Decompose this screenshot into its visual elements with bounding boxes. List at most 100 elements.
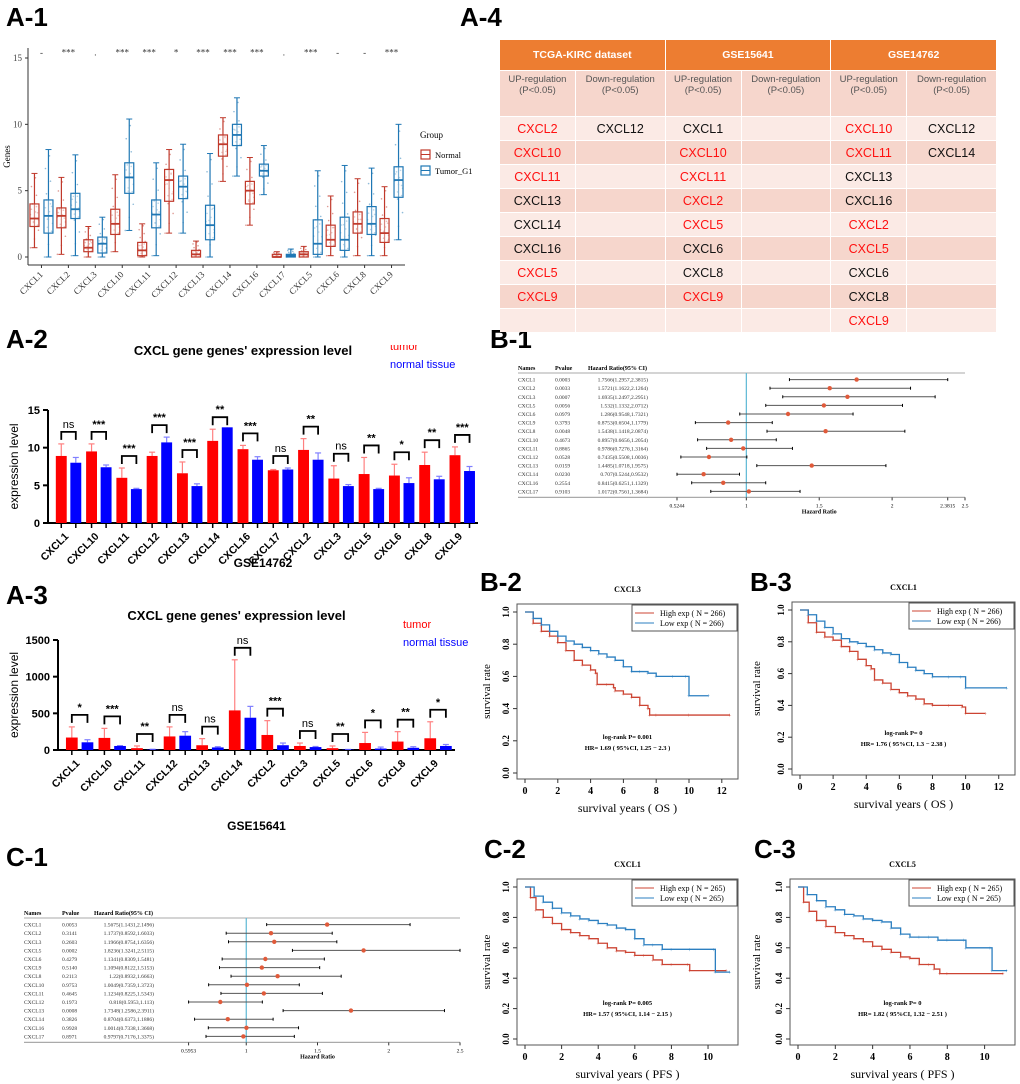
y-tick-label: 0.0 <box>774 1033 784 1045</box>
y-tick-label: 0.4 <box>501 972 511 984</box>
box-tumor_g1 <box>97 236 108 254</box>
censor-mark: + <box>556 641 560 647</box>
table-subheader: UP-regulation (P<0.05) <box>500 70 576 117</box>
censor-mark: + <box>959 675 963 681</box>
hr-point <box>823 429 828 434</box>
hr-point <box>244 982 250 987</box>
y-tick-label: 0.6 <box>774 942 784 954</box>
data-point <box>331 226 334 229</box>
data-point <box>250 160 252 163</box>
bar-tumor <box>55 455 67 523</box>
km-curve-high <box>800 609 986 714</box>
censor-mark: + <box>560 911 564 917</box>
data-point <box>219 128 221 130</box>
x-tick-label: 4 <box>588 786 593 797</box>
censor-mark: + <box>578 934 582 940</box>
y-tick-label: 1500 <box>26 635 50 647</box>
forest-row-name: CXCL2 <box>518 386 536 392</box>
significance-bracket <box>272 455 289 465</box>
bar-normal <box>282 469 294 523</box>
censor-mark: + <box>880 920 884 926</box>
data-point <box>287 249 289 252</box>
y-tick-label: 0.2 <box>501 1002 511 1014</box>
y-tick-label: 10 <box>13 119 23 129</box>
censor-mark: + <box>541 901 545 907</box>
censor-mark: + <box>833 908 837 914</box>
censor-mark: + <box>532 895 536 901</box>
censor-mark: + <box>624 928 628 934</box>
censor-mark: + <box>578 917 582 923</box>
data-point <box>250 188 252 191</box>
table-cell <box>906 164 997 189</box>
data-point <box>313 185 316 187</box>
bar-normal <box>440 745 452 750</box>
table-row: CXCL13 CXCL2 CXCL16 <box>500 188 997 213</box>
hr-point <box>706 454 712 460</box>
x-tick-label: 6 <box>632 1052 637 1063</box>
forest-row-name: CXCL12 <box>24 1000 44 1006</box>
table-row: CXCL11 CXCL11 CXCL13 <box>500 164 997 189</box>
x-tick-label: 0 <box>798 782 803 793</box>
data-point <box>183 148 185 151</box>
hr-point <box>721 480 726 485</box>
censor-mark: + <box>548 635 552 641</box>
data-point <box>116 211 119 214</box>
km-b2: CXCL3 0.0 0.2 0.4 0.6 0.8 1.0 0 2 4 6 8 10 12 survival… <box>481 585 739 815</box>
censor-mark: + <box>881 682 885 688</box>
x-tick-label: 1 <box>245 1048 248 1054</box>
forest-row-hr: 0.707(0.5244,0.9532) <box>600 471 648 478</box>
box-normal <box>164 168 175 202</box>
y-axis-label: survival rate <box>481 935 493 990</box>
forest-row-hr: 1.5675(1.1431,2.1496) <box>104 922 155 929</box>
forest-row-pvalue: 0.3826 <box>62 1017 77 1023</box>
censor-mark: + <box>843 934 847 940</box>
forest-column-header: Pvalue <box>62 911 80 917</box>
data-point <box>152 178 154 180</box>
data-point <box>345 220 348 222</box>
forest-row-name: CXCL17 <box>518 489 538 495</box>
km-curve-low <box>800 609 1007 689</box>
x-tick-label: CXCL12 <box>125 531 162 568</box>
x-tick-label: 12 <box>717 786 727 797</box>
x-tick-label: CXCL8 <box>402 531 435 564</box>
x-tick-label: CXCL9 <box>368 269 396 297</box>
significance-label: * <box>436 697 441 709</box>
forest-row-hr: 0.8704(0.6373,1.1886) <box>104 1016 155 1023</box>
x-tick-label: CXCL6 <box>343 758 376 791</box>
hr-point <box>261 991 267 996</box>
censor-mark: + <box>1005 969 1009 975</box>
censor-mark: + <box>633 954 637 960</box>
data-point <box>137 256 139 258</box>
data-point <box>260 153 262 156</box>
y-tick-label: 0.6 <box>501 942 511 954</box>
x-tick-label: 2 <box>559 1052 564 1063</box>
plot-frame <box>516 878 739 1046</box>
x-tick-label: CXCL10 <box>65 531 102 568</box>
data-point <box>116 196 119 199</box>
legend-title: Group <box>420 130 443 140</box>
censor-mark: + <box>597 652 601 658</box>
data-point <box>212 207 214 210</box>
x-tick-label: 2 <box>387 1048 390 1054</box>
significance-bracket <box>429 708 447 718</box>
km-annotation: HR= 1.57 ( 95%CI, 1.14 − 2.15 ) <box>583 1011 672 1018</box>
data-point <box>339 256 342 258</box>
y-axis-label: survival rate <box>481 664 493 719</box>
table-cell <box>575 284 666 309</box>
data-point <box>373 213 376 216</box>
censor-mark: + <box>960 705 964 711</box>
x-tick-label: CXCL14 <box>186 531 223 568</box>
table-row: CXCL10 CXCL10 CXCL11 CXCL14 <box>500 140 997 165</box>
censor-mark: + <box>889 927 893 933</box>
y-tick-label: 0.4 <box>501 702 511 714</box>
censor-mark: + <box>728 714 732 720</box>
table-group-header: TCGA-KIRC dataset <box>500 40 666 71</box>
censor-mark: + <box>906 666 910 672</box>
data-point <box>240 156 242 159</box>
censor-mark: + <box>945 972 949 978</box>
censor-mark: + <box>861 940 865 946</box>
data-point <box>76 183 79 186</box>
table-group-header: GSE14762 <box>830 40 997 71</box>
table-cell: CXCL12 <box>906 116 997 141</box>
bar-normal <box>130 489 142 523</box>
